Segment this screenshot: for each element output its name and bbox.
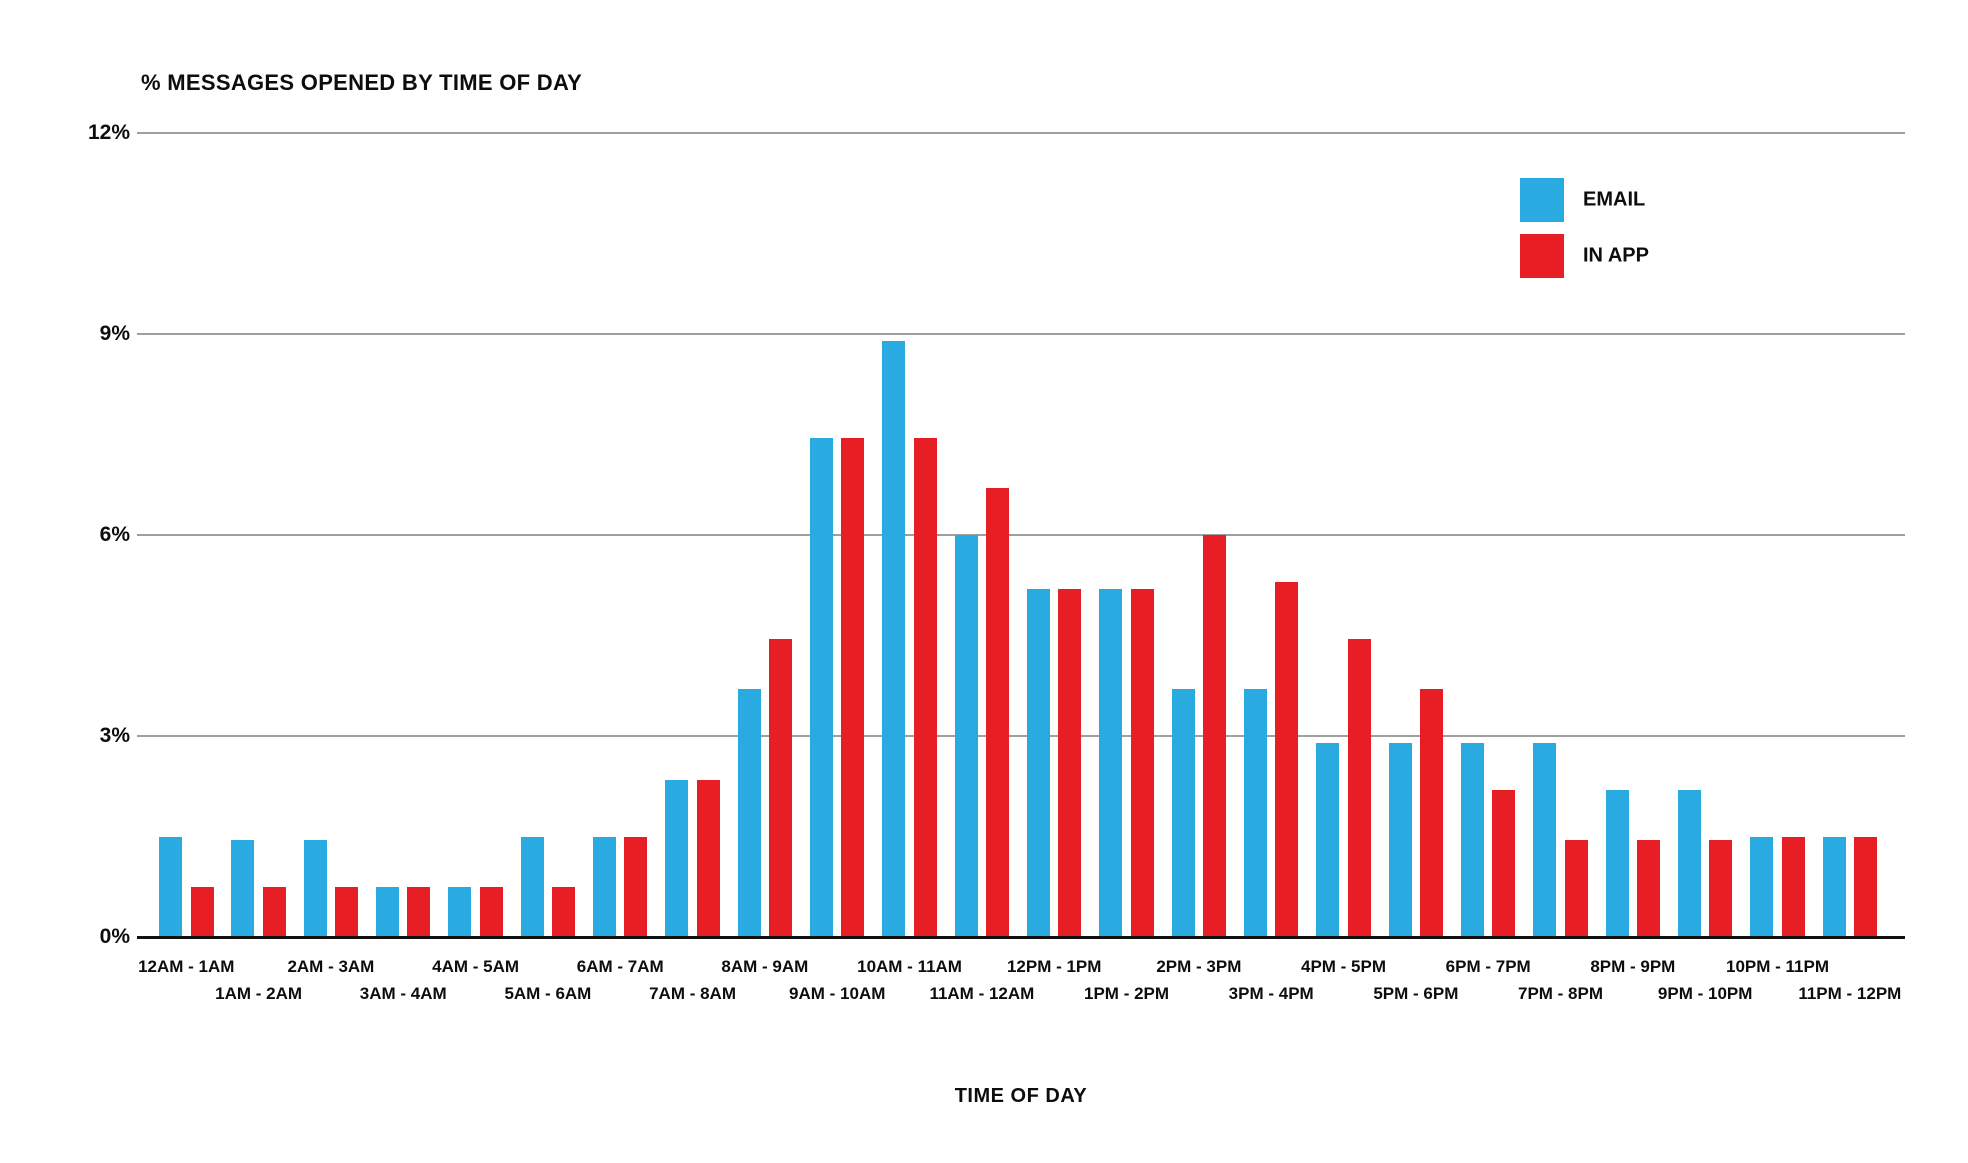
bar-inapp [479,886,503,937]
bar-inapp [1781,836,1805,937]
bar-inapp [841,437,865,937]
bar-email [592,836,616,937]
x-tick-label: 4AM - 5AM [432,957,520,976]
y-tick-label: 3% [99,724,130,747]
x-tick-label: 2AM - 3AM [287,957,375,976]
y-tick-label: 0% [99,925,130,948]
bar-email [159,836,182,937]
x-tick-label: 7PM - 8PM [1518,984,1604,1003]
x-tick-label: 7AM - 8AM [649,984,736,1003]
bar-email [665,779,689,937]
bar-inapp [190,886,214,937]
bar-email [375,886,399,937]
bar-email [1171,689,1195,937]
email-legend-label: EMAIL [1583,188,1646,211]
x-tick-label: 8AM - 9AM [721,957,809,976]
bar-inapp [913,437,937,937]
bar-inapp [1275,581,1299,937]
x-tick-label: 10AM - 11AM [857,957,962,976]
x-tick-label: 12AM - 1AM [138,957,235,976]
bar-email [1243,689,1267,937]
bar-email [1099,588,1123,937]
bar-email [303,839,327,937]
x-axis-baseline [137,936,1905,939]
bar-inapp [1203,535,1227,937]
bar-email [809,437,833,937]
x-tick-label: 3PM - 4PM [1228,984,1314,1003]
bar-email [882,340,906,937]
bar-email [520,836,544,937]
x-tick-label: 1AM - 2AM [215,984,303,1003]
x-tick-label: 4PM - 5PM [1301,957,1387,976]
bar-inapp [1709,839,1733,937]
bar-inapp [262,886,286,937]
gridline-9% [137,333,1905,335]
y-tick-label: 12% [87,121,130,144]
bar-inapp [407,886,431,937]
bar-email [231,839,255,937]
bar-email [737,689,761,937]
bar-email [1605,789,1629,937]
gridline-6% [137,534,1905,536]
inapp-legend-label: IN APP [1583,244,1649,267]
bar-inapp [552,886,576,937]
bar-email [954,535,978,937]
x-tick-label: 1PM - 2PM [1084,984,1170,1003]
x-tick-label: 11AM - 12AM [929,984,1035,1003]
gridline-12% [137,132,1905,134]
x-tick-label: 9PM - 10PM [1657,984,1753,1003]
bar-email [1533,742,1557,937]
bar-inapp [1854,836,1878,937]
chart-title: % MESSAGES OPENED BY TIME OF DAY [141,70,583,95]
bar-email [1316,742,1340,937]
x-tick-label: 10PM - 11PM [1726,957,1829,976]
x-tick-label: 6PM - 7PM [1445,957,1531,976]
x-tick-label: 11PM - 12PM [1798,984,1902,1003]
bar-inapp [986,488,1010,937]
x-tick-label: 5PM - 6PM [1373,984,1459,1003]
x-axis-title: TIME OF DAY [954,1085,1088,1107]
x-tick-label: 3AM - 4AM [359,984,447,1003]
y-tick-label: 9% [99,322,130,345]
email-legend-swatch [1520,178,1564,222]
bar-email [1026,588,1050,937]
x-tick-label: 5AM - 6AM [504,984,592,1003]
x-tick-label: 9AM - 10AM [789,984,886,1003]
bar-email [1822,836,1846,937]
bar-email [1750,836,1774,937]
bar-inapp [696,779,720,937]
bar-email [1677,789,1701,937]
bar-inapp [1637,839,1661,937]
bar-inapp [769,638,793,937]
bar-inapp [1564,839,1588,937]
gridline-3% [137,735,1905,737]
bar-email [448,886,472,937]
bar-inapp [1420,689,1444,937]
bar-inapp [1058,588,1082,937]
bar-inapp [1347,638,1371,937]
x-tick-label: 12PM - 1PM [1006,957,1102,976]
x-tick-label: 6AM - 7AM [576,957,664,976]
bar-email [1388,742,1412,937]
y-tick-label: 6% [99,523,130,546]
bar-inapp [1130,588,1154,937]
x-tick-label: 2PM - 3PM [1156,957,1242,976]
bar-inapp [624,836,648,937]
x-tick-label: 8PM - 9PM [1590,957,1676,976]
inapp-legend-swatch [1520,234,1564,278]
bar-email [1460,742,1484,937]
bar-inapp [335,886,359,937]
bar-inapp [1492,789,1516,937]
